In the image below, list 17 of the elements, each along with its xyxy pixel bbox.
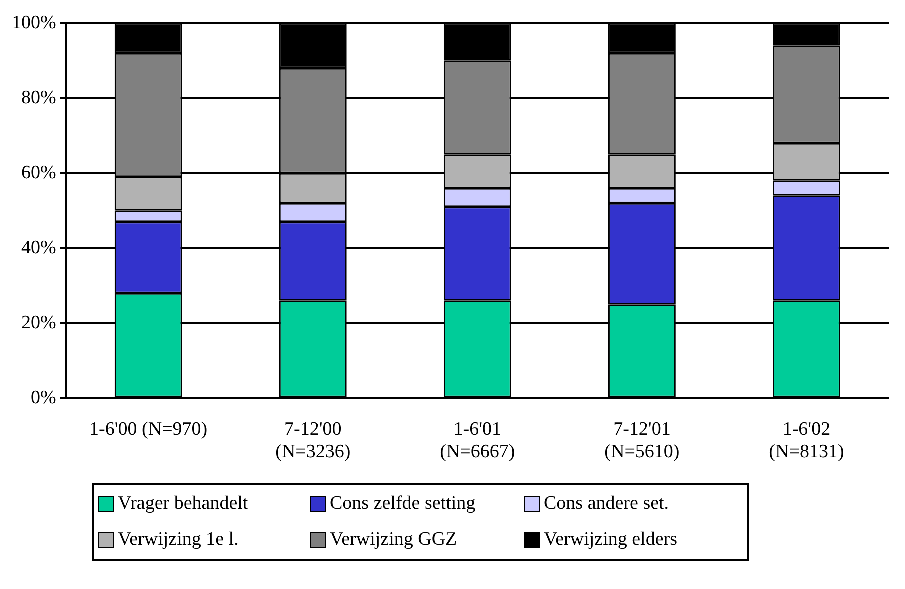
legend-label: Verwijzing 1e l.: [118, 529, 239, 551]
legend-label: Vrager behandelt: [118, 493, 248, 515]
y-tick-label: 100%: [12, 12, 56, 34]
x-tick-label: 1-6'02 (N=8131): [769, 418, 844, 463]
x-tick-label: 1-6'00 (N=970): [90, 418, 208, 440]
y-tick-label: 0%: [31, 387, 56, 408]
legend-label: Verwijzing elders: [544, 529, 678, 551]
legend-label: Cons zelfde setting: [330, 493, 476, 515]
x-tick-label: 1-6'01 (N=6667): [440, 418, 516, 463]
y-tick-label: 60%: [22, 162, 56, 184]
legend-label: Cons andere set.: [544, 493, 670, 515]
y-tick-label: 20%: [22, 312, 56, 334]
legend-label: Verwijzing GGZ: [330, 529, 458, 551]
x-tick-label: 7-12'00 (N=3236): [276, 418, 351, 463]
x-tick-label: 7-12'01 (N=5610): [604, 418, 680, 463]
y-tick-label: 40%: [22, 237, 56, 258]
y-tick-label: 80%: [22, 87, 56, 108]
